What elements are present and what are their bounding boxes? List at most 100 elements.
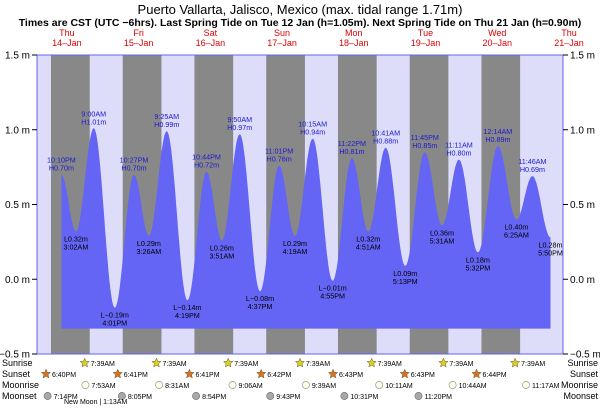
low-tide-time: 4:55PM (320, 292, 345, 301)
high-tide-time: 9:25AM (154, 112, 179, 121)
sunset-star-icon (327, 368, 339, 379)
day-date-label: 17–Jan (267, 38, 297, 48)
high-tide-height: H0.70m (121, 164, 146, 173)
low-tide-time: 4:19PM (175, 311, 200, 320)
moonset-moon-icon (340, 392, 349, 400)
moon-phase-note: New Moon | 1:13AM (64, 399, 128, 406)
low-tide-time: 5:50PM (538, 248, 563, 257)
row-label-right: Sunset (570, 369, 599, 379)
day-name-label: Mon (345, 28, 363, 38)
sunrise-time: 7:39AM (91, 361, 115, 368)
moonset-moon-icon (414, 392, 423, 400)
y-tick-label-left: 1.0 m (5, 125, 30, 136)
moonrise-time: 11:17AM (532, 383, 560, 390)
high-tide-time: 9:00AM (81, 109, 106, 118)
low-tide-height: L0.29m (137, 239, 161, 248)
y-tick-label-left: 0.5 m (5, 200, 30, 211)
tide-water-area (61, 128, 551, 329)
row-label-right: Moonset (563, 391, 598, 401)
chart-subtitle: Times are CST (UTC −6hrs). Last Spring T… (18, 17, 582, 29)
day-name-label: Sat (204, 28, 218, 38)
sunset-star-icon (40, 368, 52, 379)
day-date-label: 20–Jan (482, 38, 512, 48)
y-axes: −0.5 m −0.5 m 0.0 m 0.0 m 0.5 m 0.5 m 1.0 m 1.0… (0, 51, 600, 361)
low-tide-height: L0.28m (539, 240, 563, 249)
sunset-star-icon (184, 368, 195, 379)
high-tide-time: 11:46AM (518, 157, 546, 166)
sunrise-time: 7:39AM (378, 361, 402, 368)
low-tide-time: 5:13PM (393, 277, 418, 286)
tide-area (61, 128, 551, 329)
high-tide-time: 11:01PM (265, 147, 293, 156)
sunset-star-icon (471, 368, 482, 379)
high-tide-time: 9:50AM (227, 115, 252, 124)
low-tide-time: 4:19AM (283, 247, 308, 256)
day-name-label: Wed (488, 28, 506, 38)
moonrise-time: 10:11AM (385, 383, 413, 390)
y-tick-label-right: 1.0 m (570, 125, 595, 136)
high-tide-height: H0.72m (194, 161, 219, 170)
low-tide-height: L0.36m (430, 228, 454, 237)
moonrise-moon-icon (155, 381, 164, 389)
day-name-label: Thu (561, 28, 577, 38)
low-tide-height: L0.18m (466, 255, 490, 264)
low-tide-time: 3:26AM (136, 247, 161, 256)
sunset-time: 6:43PM (339, 372, 363, 379)
moonset-time: 8:54PM (202, 394, 226, 401)
sunset-time: 6:40PM (52, 372, 76, 379)
moonrise-time: 7:53AM (91, 383, 115, 390)
moonset-moon-icon (117, 392, 126, 400)
moonrise-moon-icon (522, 381, 530, 389)
row-label-right: Sunrise (567, 358, 598, 368)
low-tide-height: L−0.01m (319, 284, 347, 293)
low-tide-time: 3:02AM (64, 242, 89, 251)
high-tide-height: H0.99m (154, 120, 179, 129)
low-tide-height: L0.32m (64, 234, 88, 243)
low-tide-time: 6:25AM (504, 230, 529, 239)
low-tide-time: 5:32PM (466, 263, 491, 272)
low-tide-height: L−0.19m (101, 311, 129, 320)
moonset-moon-icon (43, 392, 52, 400)
high-tide-height: H0.81m (339, 147, 364, 156)
moonrise-time: 10:44AM (459, 383, 487, 390)
sunset-time: 6:43PM (411, 372, 435, 379)
low-tide-height: L0.09m (393, 269, 417, 278)
sunrise-star-icon (438, 357, 449, 368)
day-date-label: 14–Jan (52, 38, 82, 48)
sunset-star-icon (399, 368, 410, 379)
high-tide-height: H0.70m (49, 164, 74, 173)
high-tide-time: 12:14AM (484, 127, 513, 136)
sunset-star-icon (256, 368, 267, 379)
day-date-label: 19–Jan (411, 38, 441, 48)
row-label-left: Moonrise (2, 380, 39, 390)
high-tide-time: 10:44PM (192, 153, 221, 162)
low-tide-time: 4:37PM (248, 302, 273, 311)
low-tide-height: L0.40m (504, 222, 528, 231)
high-tide-height: H0.76m (267, 155, 292, 164)
day-labels: Thu14–JanFri15–JanSat16–JanSun17–JanMon1… (52, 28, 584, 48)
high-tide-height: H1.01m (81, 117, 106, 126)
sunrise-time: 7:39AM (162, 361, 186, 368)
moonset-moon-icon (192, 392, 201, 400)
high-tide-height: H0.80m (446, 149, 471, 158)
sunrise-star-icon (151, 357, 162, 368)
row-label-right: Moonrise (561, 380, 598, 390)
moonrise-time: 9:06AM (239, 383, 263, 390)
high-tide-time: 11:22PM (338, 139, 366, 148)
moonrise-moon-icon (81, 381, 90, 389)
day-date-label: 21–Jan (554, 38, 584, 48)
sunset-time: 6:44PM (482, 372, 506, 379)
y-tick-label-right: 0.5 m (570, 200, 595, 211)
low-tide-height: L−0.14m (173, 303, 201, 312)
high-tide-height: H0.97m (227, 123, 252, 132)
moonrise-moon-icon (375, 381, 384, 389)
sunrise-time: 7:39AM (306, 361, 330, 368)
sunrise-time: 7:39AM (234, 361, 258, 368)
sunrise-time: 7:39AM (449, 361, 473, 368)
high-tide-time: 10:41AM (371, 129, 400, 138)
high-tide-height: H0.89m (485, 135, 510, 144)
moonrise-moon-icon (301, 381, 310, 389)
high-tide-height: H0.88m (373, 137, 398, 146)
moonrise-time: 8:31AM (165, 383, 189, 390)
low-tide-height: L−0.08m (246, 294, 274, 303)
